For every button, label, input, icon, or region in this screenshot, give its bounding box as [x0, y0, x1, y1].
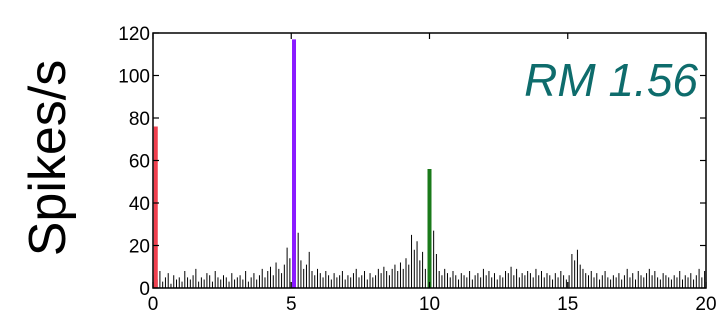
y-tick-label: 0	[139, 279, 150, 300]
y-tick-label: 100	[118, 67, 150, 88]
stimulus-markers	[153, 39, 432, 288]
x-tick-label: 0	[148, 294, 159, 315]
histogram-bars	[153, 230, 706, 288]
x-tick-label: 15	[557, 294, 578, 315]
x-tick-label: 20	[695, 294, 716, 315]
axes: 0 20 40 60 80 100 120 0 5 10 15 20	[118, 24, 716, 315]
y-tick-label: 40	[129, 194, 150, 215]
y-tick-label: 120	[118, 24, 150, 45]
x-tick-label: 5	[286, 294, 297, 315]
y-tick-label: 80	[129, 109, 150, 130]
x-tick-label: 10	[419, 294, 440, 315]
y-tick-label: 20	[129, 237, 150, 258]
y-axis-label: Spikes/s	[19, 60, 77, 257]
rm-annotation: RM 1.56	[524, 54, 698, 106]
y-tick-label: 60	[129, 152, 150, 173]
